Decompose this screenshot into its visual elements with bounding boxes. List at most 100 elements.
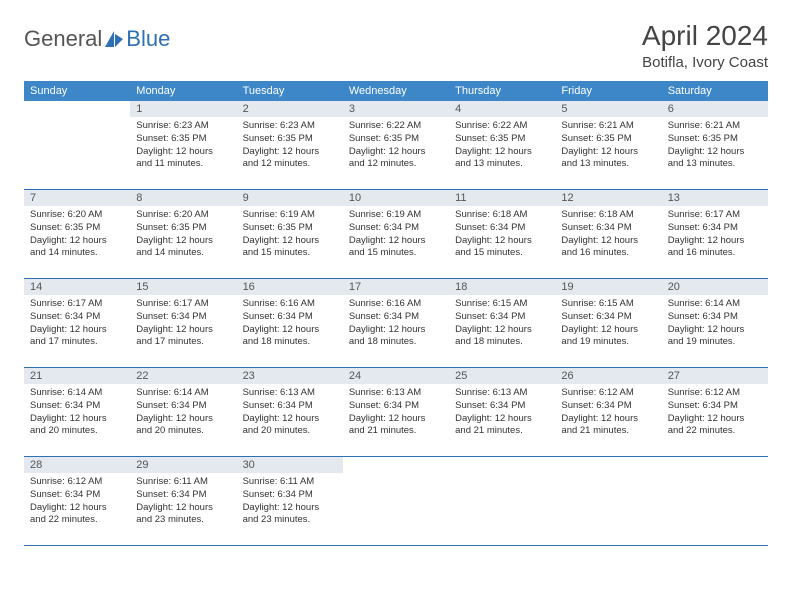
sunset-line: Sunset: 6:35 PM (136, 133, 230, 146)
calendar-day-cell (24, 101, 130, 190)
sunset-line: Sunset: 6:35 PM (455, 133, 549, 146)
day-details: Sunrise: 6:16 AMSunset: 6:34 PMDaylight:… (237, 295, 343, 353)
calendar-day-cell: 24Sunrise: 6:13 AMSunset: 6:34 PMDayligh… (343, 368, 449, 457)
calendar-day-cell: 5Sunrise: 6:21 AMSunset: 6:35 PMDaylight… (555, 101, 661, 190)
daylight-line: Daylight: 12 hours and 18 minutes. (243, 324, 337, 350)
sunset-line: Sunset: 6:34 PM (668, 311, 762, 324)
day-details: Sunrise: 6:22 AMSunset: 6:35 PMDaylight:… (343, 117, 449, 175)
day-details: Sunrise: 6:11 AMSunset: 6:34 PMDaylight:… (130, 473, 236, 531)
sunset-line: Sunset: 6:34 PM (243, 311, 337, 324)
calendar-day-cell: 6Sunrise: 6:21 AMSunset: 6:35 PMDaylight… (662, 101, 768, 190)
day-details: Sunrise: 6:21 AMSunset: 6:35 PMDaylight:… (662, 117, 768, 175)
sunset-line: Sunset: 6:34 PM (349, 400, 443, 413)
sunset-line: Sunset: 6:34 PM (668, 400, 762, 413)
day-details: Sunrise: 6:12 AMSunset: 6:34 PMDaylight:… (24, 473, 130, 531)
sunrise-line: Sunrise: 6:14 AM (136, 387, 230, 400)
daylight-line: Daylight: 12 hours and 20 minutes. (30, 413, 124, 439)
calendar-day-cell: 18Sunrise: 6:15 AMSunset: 6:34 PMDayligh… (449, 279, 555, 368)
day-number: 21 (24, 368, 130, 384)
daylight-line: Daylight: 12 hours and 12 minutes. (349, 146, 443, 172)
daylight-line: Daylight: 12 hours and 21 minutes. (455, 413, 549, 439)
sunset-line: Sunset: 6:34 PM (136, 311, 230, 324)
calendar-day-cell: 29Sunrise: 6:11 AMSunset: 6:34 PMDayligh… (130, 457, 236, 546)
daylight-line: Daylight: 12 hours and 18 minutes. (349, 324, 443, 350)
sunset-line: Sunset: 6:34 PM (243, 489, 337, 502)
sunset-line: Sunset: 6:35 PM (668, 133, 762, 146)
sunrise-line: Sunrise: 6:12 AM (668, 387, 762, 400)
calendar-day-cell (449, 457, 555, 546)
day-details: Sunrise: 6:16 AMSunset: 6:34 PMDaylight:… (343, 295, 449, 353)
sunrise-line: Sunrise: 6:11 AM (243, 476, 337, 489)
calendar-day-cell: 25Sunrise: 6:13 AMSunset: 6:34 PMDayligh… (449, 368, 555, 457)
month-title: April 2024 (642, 20, 768, 52)
sunrise-line: Sunrise: 6:13 AM (349, 387, 443, 400)
sunrise-line: Sunrise: 6:17 AM (30, 298, 124, 311)
sunset-line: Sunset: 6:34 PM (561, 222, 655, 235)
sunrise-line: Sunrise: 6:19 AM (349, 209, 443, 222)
calendar-day-cell (662, 457, 768, 546)
sunset-line: Sunset: 6:34 PM (30, 489, 124, 502)
day-details: Sunrise: 6:18 AMSunset: 6:34 PMDaylight:… (449, 206, 555, 264)
sunset-line: Sunset: 6:34 PM (349, 311, 443, 324)
day-details: Sunrise: 6:23 AMSunset: 6:35 PMDaylight:… (130, 117, 236, 175)
daylight-line: Daylight: 12 hours and 19 minutes. (561, 324, 655, 350)
calendar-day-cell: 12Sunrise: 6:18 AMSunset: 6:34 PMDayligh… (555, 190, 661, 279)
day-details: Sunrise: 6:11 AMSunset: 6:34 PMDaylight:… (237, 473, 343, 531)
day-details: Sunrise: 6:13 AMSunset: 6:34 PMDaylight:… (449, 384, 555, 442)
sunset-line: Sunset: 6:34 PM (30, 400, 124, 413)
day-number: 7 (24, 190, 130, 206)
header: General Blue April 2024 Botifla, Ivory C… (24, 20, 768, 71)
sunrise-line: Sunrise: 6:14 AM (30, 387, 124, 400)
day-number: 10 (343, 190, 449, 206)
sunrise-line: Sunrise: 6:20 AM (30, 209, 124, 222)
day-number: 24 (343, 368, 449, 384)
sunrise-line: Sunrise: 6:22 AM (349, 120, 443, 133)
daylight-line: Daylight: 12 hours and 17 minutes. (30, 324, 124, 350)
day-details: Sunrise: 6:22 AMSunset: 6:35 PMDaylight:… (449, 117, 555, 175)
day-number: 1 (130, 101, 236, 117)
weekday-header-row: Sunday Monday Tuesday Wednesday Thursday… (24, 81, 768, 101)
sunrise-line: Sunrise: 6:21 AM (668, 120, 762, 133)
day-number: 18 (449, 279, 555, 295)
calendar-day-cell: 26Sunrise: 6:12 AMSunset: 6:34 PMDayligh… (555, 368, 661, 457)
sunrise-line: Sunrise: 6:21 AM (561, 120, 655, 133)
sunrise-line: Sunrise: 6:14 AM (668, 298, 762, 311)
day-details: Sunrise: 6:20 AMSunset: 6:35 PMDaylight:… (24, 206, 130, 264)
day-number: 29 (130, 457, 236, 473)
calendar-week-row: 21Sunrise: 6:14 AMSunset: 6:34 PMDayligh… (24, 368, 768, 457)
sunrise-line: Sunrise: 6:16 AM (243, 298, 337, 311)
sunset-line: Sunset: 6:35 PM (349, 133, 443, 146)
calendar-day-cell: 9Sunrise: 6:19 AMSunset: 6:35 PMDaylight… (237, 190, 343, 279)
sunset-line: Sunset: 6:34 PM (561, 400, 655, 413)
calendar-day-cell: 17Sunrise: 6:16 AMSunset: 6:34 PMDayligh… (343, 279, 449, 368)
day-details: Sunrise: 6:23 AMSunset: 6:35 PMDaylight:… (237, 117, 343, 175)
sunset-line: Sunset: 6:34 PM (136, 400, 230, 413)
daylight-line: Daylight: 12 hours and 16 minutes. (561, 235, 655, 261)
day-number: 3 (343, 101, 449, 117)
sunrise-line: Sunrise: 6:15 AM (455, 298, 549, 311)
day-number: 16 (237, 279, 343, 295)
sunset-line: Sunset: 6:35 PM (243, 222, 337, 235)
calendar-week-row: 7Sunrise: 6:20 AMSunset: 6:35 PMDaylight… (24, 190, 768, 279)
sunset-line: Sunset: 6:35 PM (243, 133, 337, 146)
calendar-day-cell: 2Sunrise: 6:23 AMSunset: 6:35 PMDaylight… (237, 101, 343, 190)
sunset-line: Sunset: 6:34 PM (455, 311, 549, 324)
day-number: 5 (555, 101, 661, 117)
daylight-line: Daylight: 12 hours and 20 minutes. (136, 413, 230, 439)
daylight-line: Daylight: 12 hours and 12 minutes. (243, 146, 337, 172)
day-number: 2 (237, 101, 343, 117)
sunrise-line: Sunrise: 6:16 AM (349, 298, 443, 311)
day-details: Sunrise: 6:13 AMSunset: 6:34 PMDaylight:… (237, 384, 343, 442)
day-details: Sunrise: 6:12 AMSunset: 6:34 PMDaylight:… (555, 384, 661, 442)
sunset-line: Sunset: 6:35 PM (30, 222, 124, 235)
day-details: Sunrise: 6:14 AMSunset: 6:34 PMDaylight:… (662, 295, 768, 353)
sunset-line: Sunset: 6:35 PM (136, 222, 230, 235)
day-number: 20 (662, 279, 768, 295)
day-number: 27 (662, 368, 768, 384)
calendar-day-cell: 11Sunrise: 6:18 AMSunset: 6:34 PMDayligh… (449, 190, 555, 279)
sunrise-line: Sunrise: 6:13 AM (455, 387, 549, 400)
location: Botifla, Ivory Coast (642, 54, 768, 71)
calendar-day-cell: 30Sunrise: 6:11 AMSunset: 6:34 PMDayligh… (237, 457, 343, 546)
calendar-day-cell: 20Sunrise: 6:14 AMSunset: 6:34 PMDayligh… (662, 279, 768, 368)
sunset-line: Sunset: 6:34 PM (668, 222, 762, 235)
